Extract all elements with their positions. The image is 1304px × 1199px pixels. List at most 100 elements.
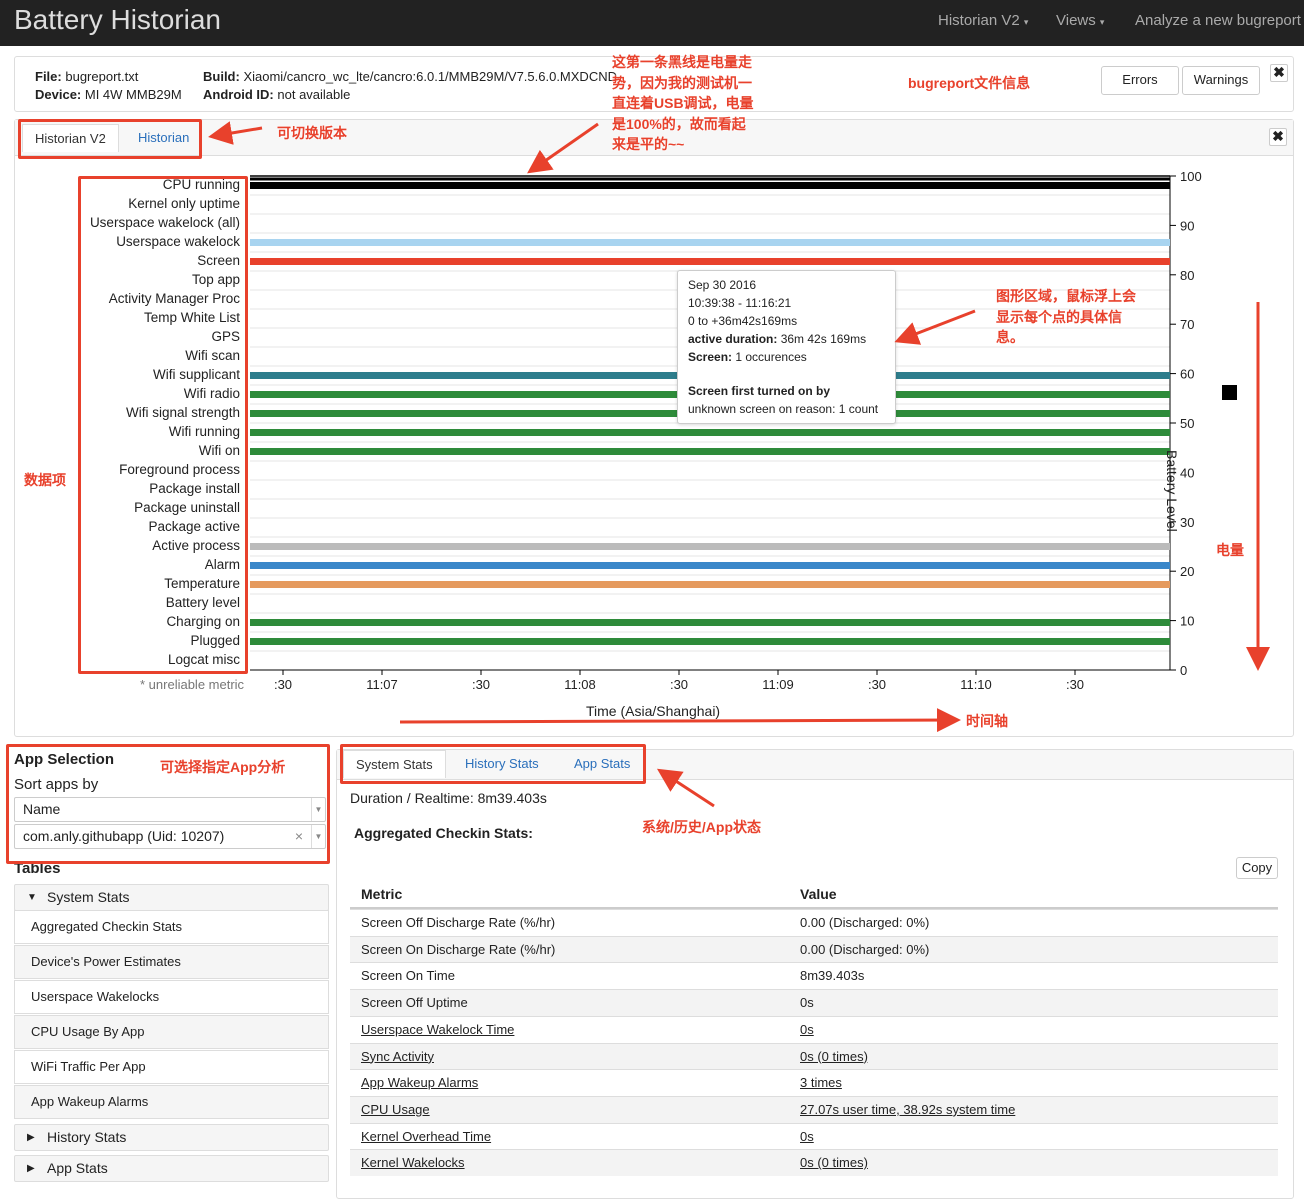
file-info: File: bugreport.txt xyxy=(35,69,139,84)
y-tick-label: 10 xyxy=(1180,614,1194,629)
value-cell: 0.00 (Discharged: 0%) xyxy=(800,915,930,930)
row-label: Wifi supplicant xyxy=(152,366,240,382)
metric-cell[interactable]: Sync Activity xyxy=(361,1048,434,1064)
x-axis-label: Time (Asia/Shanghai) xyxy=(586,703,721,719)
row-label: Screen xyxy=(197,252,240,268)
timeline-bar xyxy=(250,581,1170,588)
battery-line-annotation: 这第一条黑线是电量走 势，因为我的测试机一 直连着USB调试，电量 是100%的… xyxy=(612,54,754,152)
build-info: Build: Xiaomi/cancro_wc_lte/cancro:6.0.1… xyxy=(203,69,617,84)
row-label: Wifi running xyxy=(168,423,240,439)
battery-legend-swatch xyxy=(1222,385,1237,400)
timeline-bar xyxy=(250,638,1170,645)
battery-annotation: 电量 xyxy=(1216,542,1244,558)
historian-version-menu[interactable]: Historian V2 ▾ xyxy=(938,12,1029,29)
clear-icon[interactable]: × xyxy=(294,828,303,844)
tab-app-stats[interactable]: App Stats xyxy=(574,756,631,771)
metric-cell[interactable]: Userspace Wakelock Time xyxy=(361,1021,515,1037)
value-cell[interactable]: 0s xyxy=(800,1128,814,1144)
timeline-bar xyxy=(250,619,1170,626)
row-label: Charging on xyxy=(166,613,240,629)
value-cell[interactable]: 3 times xyxy=(800,1075,842,1091)
app-stats-header[interactable]: ▶ App Stats xyxy=(14,1155,329,1182)
tab-system-stats[interactable]: System Stats xyxy=(343,750,446,778)
row-label: Wifi scan xyxy=(185,347,240,363)
value-cell[interactable]: 0s xyxy=(800,1021,814,1037)
x-tick-label: :30 xyxy=(670,677,688,692)
x-tick-label: :30 xyxy=(274,677,292,692)
history-stats-header[interactable]: ▶ History Stats xyxy=(14,1124,329,1151)
duration-text: Duration / Realtime: 8m39.403s xyxy=(350,790,547,806)
views-menu[interactable]: Views ▾ xyxy=(1056,12,1105,29)
table-nav-item[interactable]: CPU Usage By App xyxy=(14,1015,329,1049)
stats-panel xyxy=(336,749,1294,1199)
close-icon[interactable]: ✖ xyxy=(1269,128,1287,146)
caret-right-icon: ▶ xyxy=(27,1132,35,1143)
y-tick-label: 100 xyxy=(1180,169,1202,184)
timeline-bar xyxy=(250,239,1170,246)
timeline-bar xyxy=(250,182,1170,189)
analyze-new-bugreport-link[interactable]: Analyze a new bugreport xyxy=(1135,12,1301,29)
sort-apps-select[interactable]: Name ▼ xyxy=(14,797,326,822)
tab-historian-v2[interactable]: Historian V2 xyxy=(22,124,119,152)
switch-version-annotation: 可切换版本 xyxy=(277,125,347,141)
unreliable-footnote: * unreliable metric xyxy=(140,677,245,692)
table-nav-item[interactable]: Userspace Wakelocks xyxy=(14,980,329,1014)
y-tick-label: 90 xyxy=(1180,218,1194,233)
errors-button[interactable]: Errors xyxy=(1101,66,1179,95)
row-label: Temp White List xyxy=(143,309,240,325)
stats-tabs-annotation: 系统/历史/App状态 xyxy=(642,819,761,835)
chart-tooltip: Sep 30 2016 10:39:38 - 11:16:21 0 to +36… xyxy=(677,270,896,424)
table-nav-item[interactable]: Aggregated Checkin Stats xyxy=(14,910,329,944)
row-label: Wifi signal strength xyxy=(125,404,240,420)
system-stats-header[interactable]: ▼ System Stats xyxy=(14,884,329,911)
metric-cell: Screen Off Uptime xyxy=(361,995,468,1011)
table-row: CPU Usage 27.07s user time, 38.92s system… xyxy=(350,1095,1278,1123)
metric-cell[interactable]: CPU Usage xyxy=(361,1101,430,1117)
metric-cell[interactable]: Kernel Overhead Time xyxy=(361,1128,492,1144)
metric-cell[interactable]: Kernel Wakelocks xyxy=(361,1155,465,1171)
y-tick-label: 70 xyxy=(1180,317,1194,332)
row-label: Wifi radio xyxy=(183,385,240,401)
value-cell[interactable]: 0s (0 times) xyxy=(800,1155,868,1171)
metric-cell[interactable]: App Wakeup Alarms xyxy=(361,1075,479,1091)
row-label: Temperature xyxy=(164,575,240,591)
tab-history-stats[interactable]: History Stats xyxy=(465,756,539,771)
close-icon[interactable]: ✖ xyxy=(1270,64,1288,82)
x-tick-label: 11:10 xyxy=(960,677,992,692)
annotation-box xyxy=(18,119,202,159)
annotation-box xyxy=(340,744,646,784)
tables-title: Tables xyxy=(14,860,61,877)
row-label: Alarm xyxy=(204,556,240,572)
chevron-down-icon: ▼ xyxy=(311,825,325,848)
app-select[interactable]: com.anly.githubapp (Uid: 10207) × ▼ xyxy=(14,824,326,849)
annotation-box xyxy=(6,744,330,864)
value-cell: 0.00 (Discharged: 0%) xyxy=(800,941,930,957)
table-row: Sync Activity 0s (0 times) xyxy=(350,1042,1278,1070)
timeline-bar xyxy=(250,543,1170,550)
metric-header: Metric xyxy=(361,886,403,902)
table-row: Kernel Wakelocks 0s (0 times) xyxy=(350,1149,1278,1176)
caret-down-icon: ▼ xyxy=(27,892,37,903)
annotation-box xyxy=(78,176,248,674)
app-title[interactable]: Battery Historian xyxy=(14,4,221,35)
timeline-bar xyxy=(250,258,1170,265)
y-tick-label: 60 xyxy=(1180,367,1194,382)
row-label: Package install xyxy=(149,480,240,496)
table-nav-item[interactable]: App Wakeup Alarms xyxy=(14,1085,329,1119)
value-cell[interactable]: 27.07s user time, 38.92s system time xyxy=(800,1101,1016,1117)
row-label: Package uninstall xyxy=(134,499,240,515)
y-tick-label: 50 xyxy=(1180,416,1194,431)
navbar: Battery Historian Historian V2 ▾ Views ▾… xyxy=(0,0,1304,46)
file-info-panel: File: bugreport.txt Device: MI 4W MMB29M… xyxy=(14,56,1294,112)
table-nav-item[interactable]: WiFi Traffic Per App xyxy=(14,1050,329,1084)
chevron-down-icon: ▼ xyxy=(311,798,325,821)
row-label: Top app xyxy=(191,271,240,287)
table-nav-item[interactable]: Device's Power Estimates xyxy=(14,945,329,979)
row-label: GPS xyxy=(211,328,240,344)
value-cell[interactable]: 0s (0 times) xyxy=(800,1048,868,1064)
table-row: Screen On Time 8m39.403s xyxy=(350,962,1278,989)
warnings-button[interactable]: Warnings xyxy=(1182,66,1260,95)
tab-historian[interactable]: Historian xyxy=(138,130,190,145)
copy-button[interactable]: Copy xyxy=(1236,857,1278,879)
